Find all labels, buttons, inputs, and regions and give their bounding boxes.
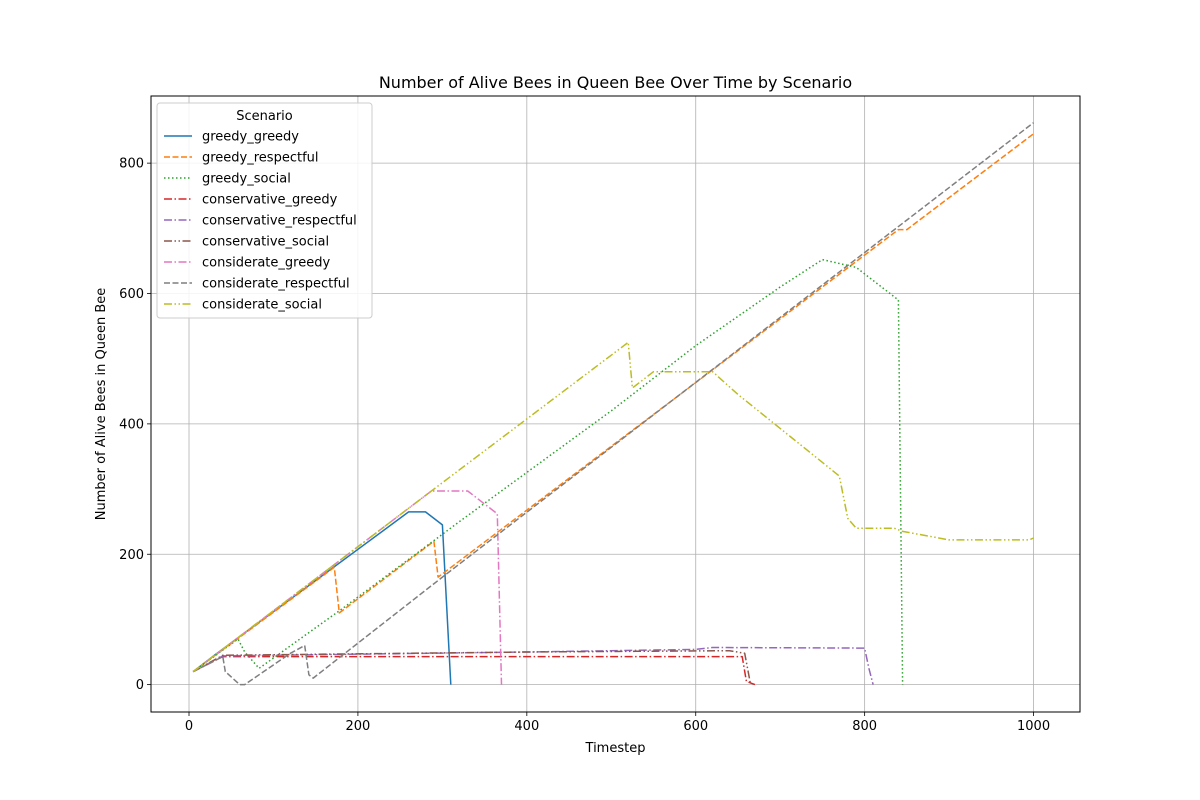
series-line-considerate-respectful	[192, 122, 1034, 686]
legend: Scenario greedy_greedy greedy_respectfulg…	[156, 102, 373, 319]
x-tick-label: 200	[345, 719, 370, 734]
plot-frame	[150, 95, 1081, 713]
series-line-considerate-social	[192, 341, 1034, 673]
legend-entry-label: greedy_respectful	[202, 151, 319, 166]
legend-entry-label: considerate_social	[202, 298, 322, 313]
legend-entry-label: considerate_respectful	[202, 277, 350, 292]
legend-entry-label: greedy_social	[202, 172, 291, 187]
series-line-conservative-social	[192, 649, 752, 685]
legend-entry-label: conservative_respectful	[202, 214, 357, 229]
x-tick-label: 600	[683, 719, 708, 734]
axis-ticks: 0 200 400 600 800 1000 0 200 400 600 800	[119, 157, 1050, 734]
legend-entry-label: considerate_greedy	[202, 256, 330, 271]
series-line-considerate-greedy	[192, 490, 503, 685]
series-line-greedy-greedy	[192, 511, 452, 685]
x-tick-label: 1000	[1017, 719, 1050, 734]
chart-title: Number of Alive Bees in Queen Bee Over T…	[379, 73, 852, 92]
series-lines	[192, 122, 1034, 686]
legend-title: Scenario	[236, 109, 293, 124]
y-axis-label: Number of Alive Bees in Queen Bee	[94, 288, 109, 521]
y-tick-label: 800	[119, 157, 144, 172]
series-line-conservative-greedy	[192, 655, 756, 686]
x-tick-label: 400	[514, 719, 539, 734]
legend-entry-label: greedy_greedy	[202, 130, 299, 145]
series-line-conservative-respectful	[192, 646, 874, 685]
y-tick-label: 400	[119, 417, 144, 432]
series-line-greedy-social	[192, 258, 904, 685]
legend-box	[156, 102, 373, 319]
legend-entry-label: conservative_greedy	[202, 193, 338, 208]
legend-entry-label: conservative_social	[202, 235, 329, 250]
y-tick-label: 600	[119, 287, 144, 302]
x-tick-label: 0	[185, 719, 193, 734]
y-tick-label: 0	[136, 678, 144, 693]
y-tick-label: 200	[119, 548, 144, 563]
x-axis-label: Timestep	[585, 741, 646, 756]
series-line-greedy-respectful	[192, 133, 1034, 673]
x-tick-label: 800	[852, 719, 877, 734]
